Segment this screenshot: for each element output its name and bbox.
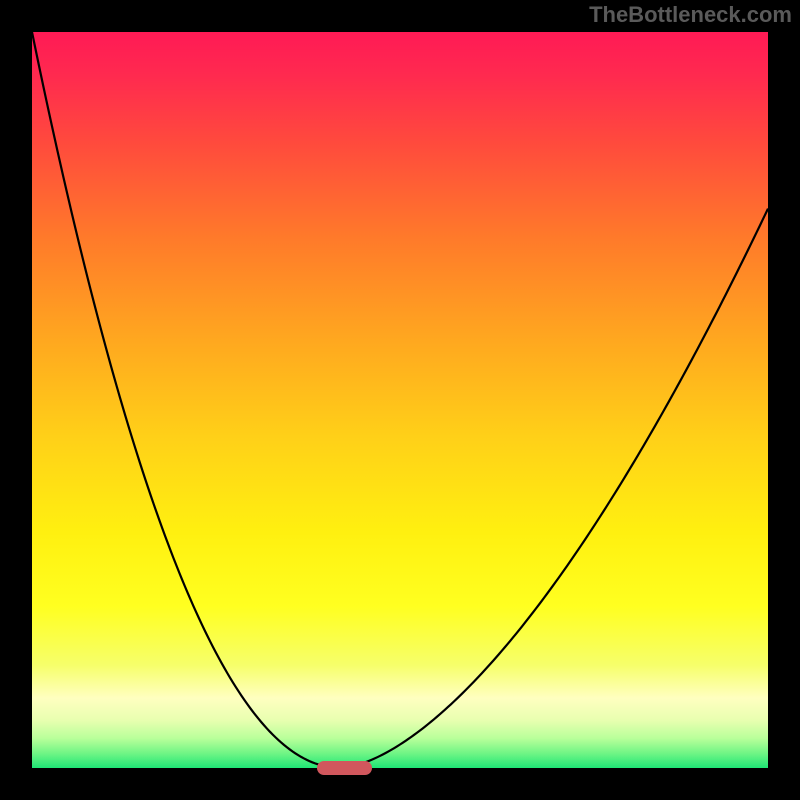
watermark-text: TheBottleneck.com	[589, 2, 792, 28]
bottleneck-curve	[32, 32, 768, 768]
bottleneck-marker	[317, 761, 372, 775]
plot-area	[32, 32, 768, 768]
chart-container: TheBottleneck.com	[0, 0, 800, 800]
